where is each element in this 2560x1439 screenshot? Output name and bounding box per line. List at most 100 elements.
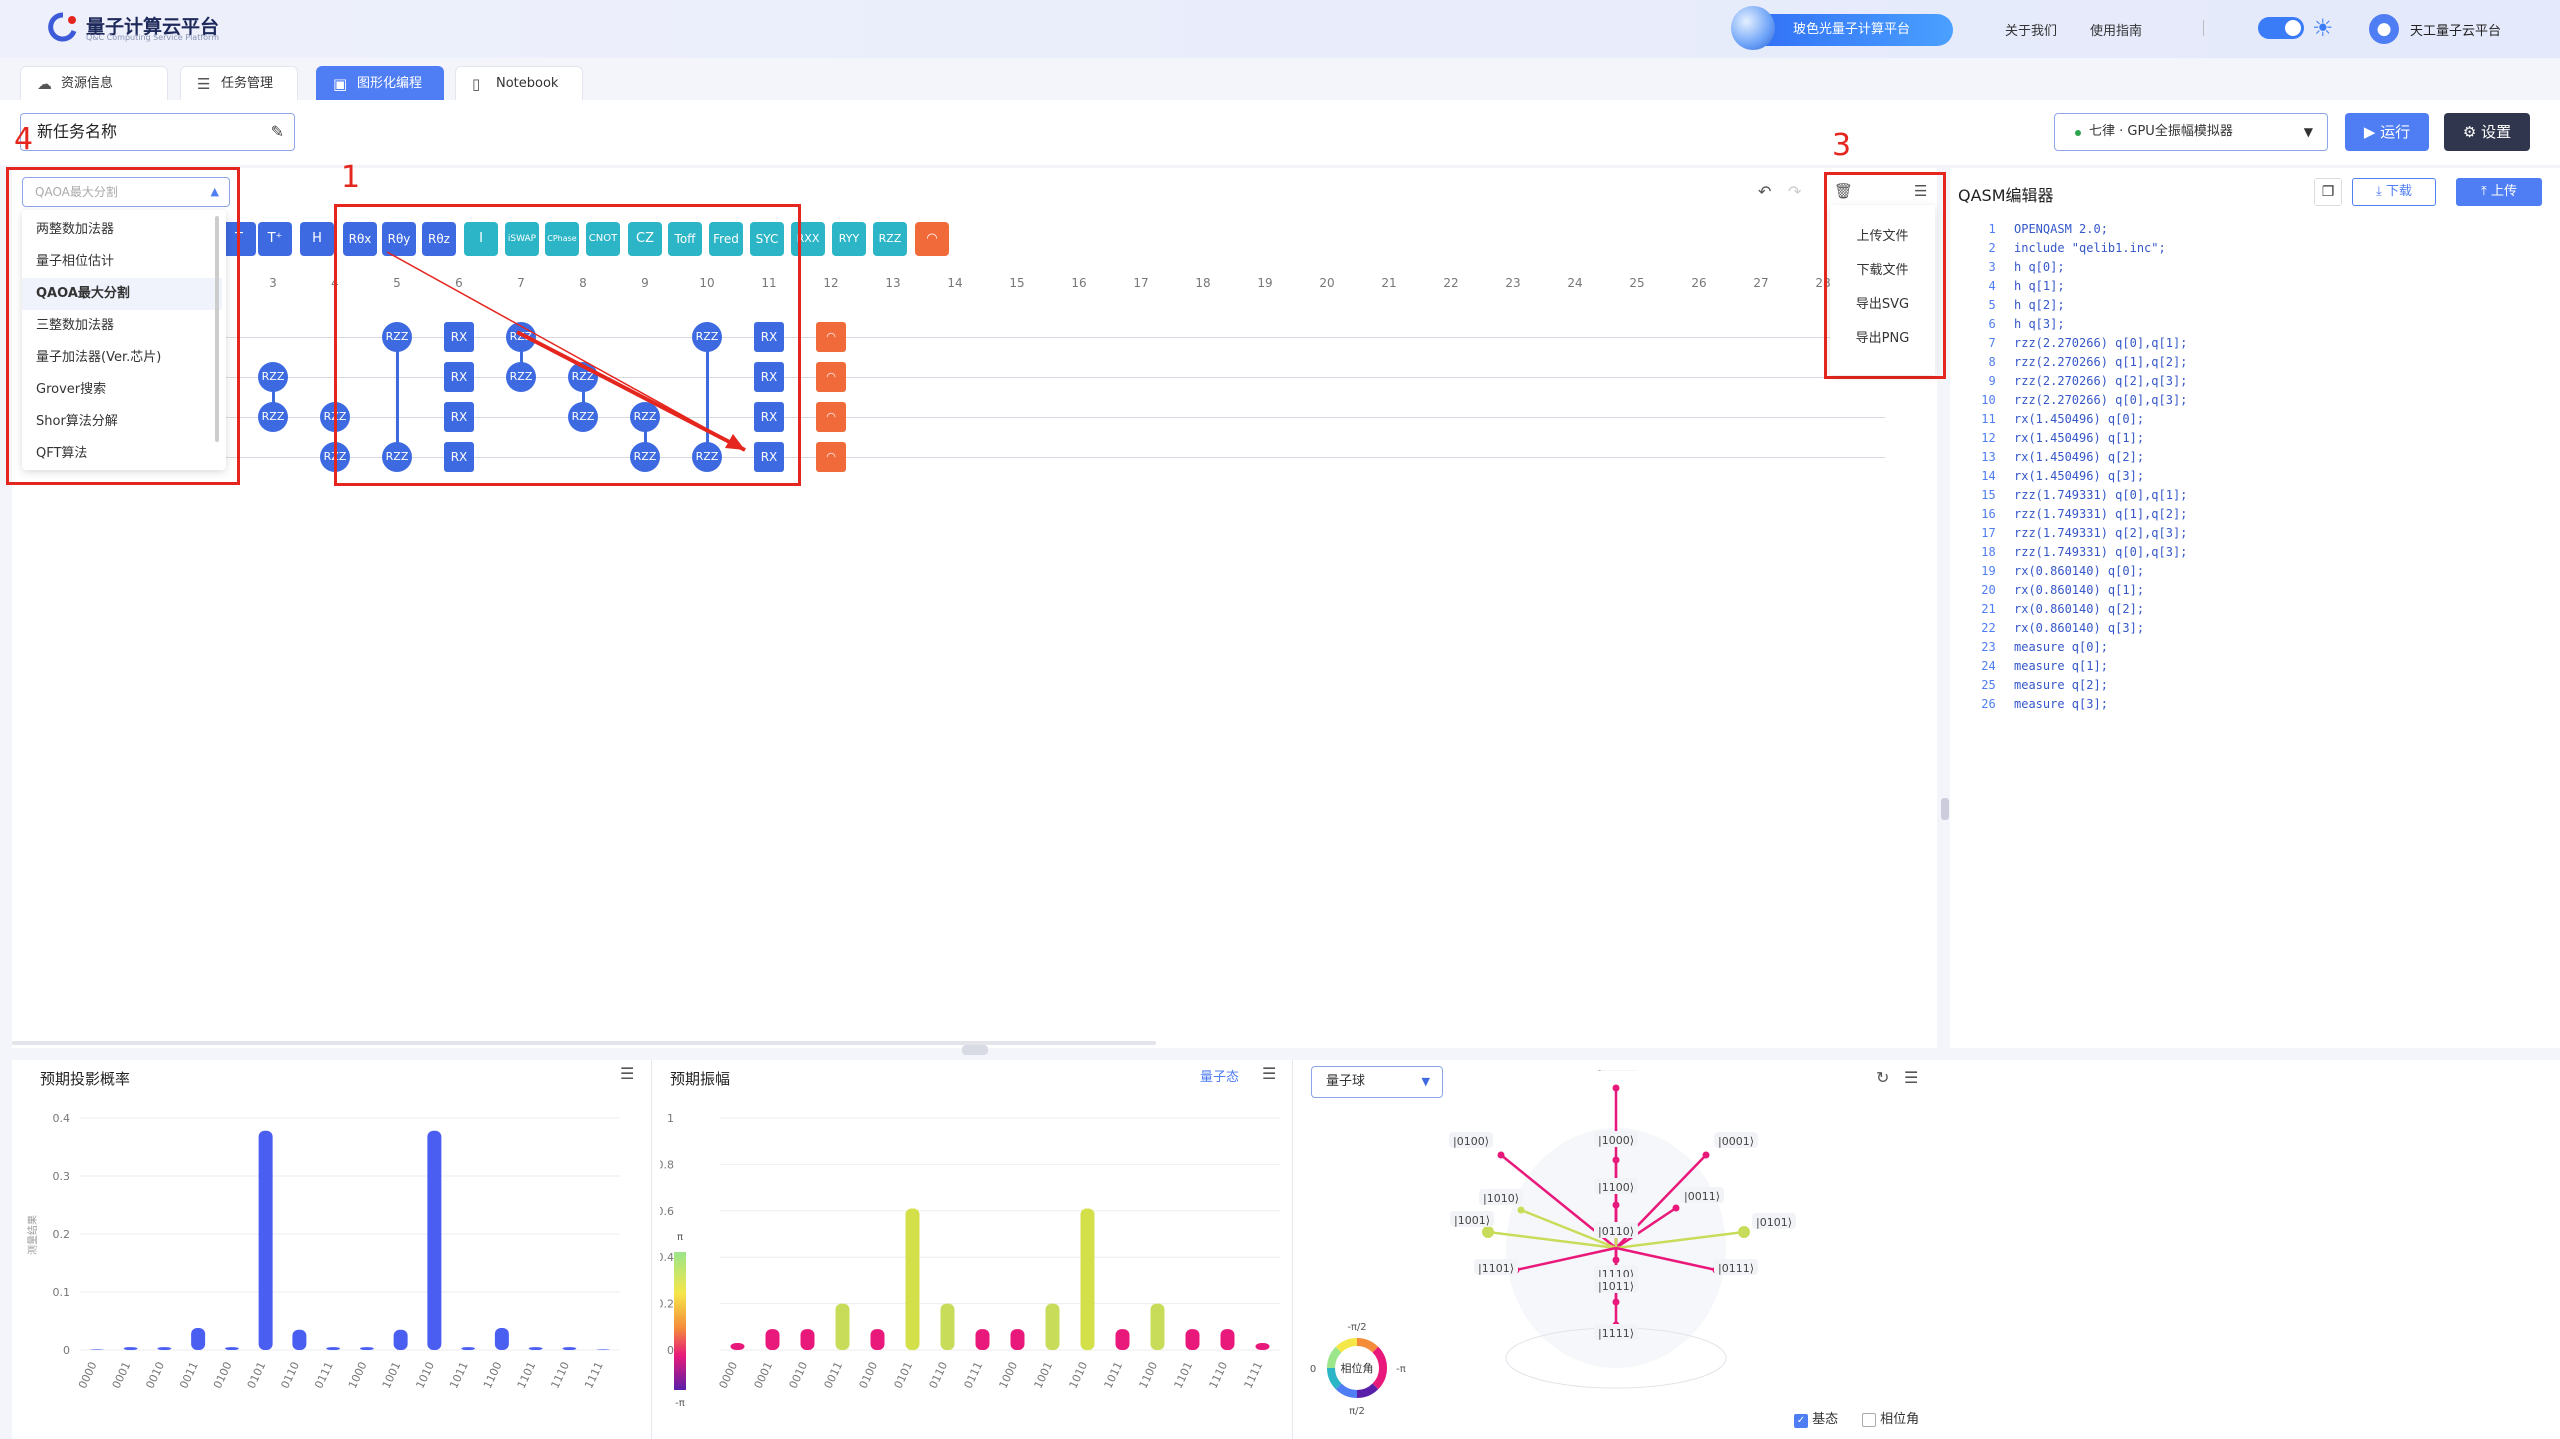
horizontal-scrollbar[interactable] bbox=[12, 1041, 1156, 1045]
delete-icon[interactable]: 🗑 bbox=[1834, 182, 1854, 200]
state-point[interactable] bbox=[1517, 1206, 1525, 1214]
splitter-handle[interactable] bbox=[1941, 798, 1949, 820]
tab-tasks[interactable]: ☰ 任务管理 bbox=[180, 66, 298, 100]
rx-gate[interactable]: RX bbox=[444, 442, 474, 472]
rzz-gate[interactable]: RZZ bbox=[568, 402, 598, 432]
list-icon[interactable]: ☰ bbox=[1904, 1068, 1919, 1087]
state-point[interactable] bbox=[1612, 1084, 1620, 1092]
bar[interactable] bbox=[494, 1327, 509, 1350]
scrollbar[interactable] bbox=[215, 216, 219, 442]
bar[interactable] bbox=[730, 1343, 745, 1350]
circuit-canvas[interactable] bbox=[12, 168, 1937, 1048]
bar[interactable] bbox=[870, 1329, 885, 1350]
state-point[interactable] bbox=[1612, 1201, 1620, 1209]
download-file-item[interactable]: 下载文件 bbox=[1856, 263, 1909, 278]
upload-button[interactable]: ⤒ 上传 bbox=[2456, 178, 2542, 206]
measure-icon[interactable]: ◠ bbox=[816, 362, 846, 392]
algorithm-item[interactable]: 两整数加法器 bbox=[36, 222, 115, 237]
bar[interactable] bbox=[940, 1303, 955, 1350]
gate-rx[interactable]: Rθx bbox=[343, 222, 377, 256]
bar[interactable] bbox=[975, 1329, 990, 1350]
run-button[interactable]: ▶ 运行 bbox=[2345, 113, 2429, 151]
platform-button[interactable]: 玻色光量子计算平台 bbox=[1731, 6, 1953, 50]
gate-tdg[interactable]: T⁺ bbox=[258, 222, 292, 256]
about-link[interactable]: 关于我们 bbox=[2005, 24, 2058, 39]
measure-icon[interactable]: ◠ bbox=[816, 402, 846, 432]
state-point[interactable] bbox=[1612, 1156, 1620, 1164]
tab-graphical[interactable]: ▣ 图形化编程 bbox=[316, 66, 444, 100]
bar[interactable] bbox=[292, 1329, 307, 1350]
tab-notebook[interactable]: ▯ Notebook bbox=[455, 66, 583, 100]
gate-fred[interactable]: Fred bbox=[709, 222, 743, 256]
bar[interactable] bbox=[528, 1347, 543, 1350]
list-icon[interactable]: ☰ bbox=[620, 1064, 635, 1083]
rzz-gate[interactable]: RZZ bbox=[382, 442, 412, 472]
copy-icon[interactable]: ❐ bbox=[2314, 178, 2342, 206]
gate-cz[interactable]: CZ bbox=[628, 222, 662, 256]
rzz-gate[interactable]: RZZ bbox=[382, 322, 412, 352]
bar[interactable] bbox=[461, 1347, 476, 1350]
tab-resource[interactable]: ☁ 资源信息 bbox=[20, 66, 168, 100]
rzz-gate[interactable]: RZZ bbox=[258, 362, 288, 392]
gate-h[interactable]: H bbox=[300, 222, 334, 256]
bar[interactable] bbox=[224, 1347, 239, 1350]
user-name[interactable]: 天工量子云平台 bbox=[2410, 24, 2502, 39]
quantum-state-toggle[interactable]: 量子态 bbox=[1200, 1070, 1240, 1085]
backend-select[interactable]: 七律 · GPU全振幅模拟器 ▼ bbox=[2054, 113, 2328, 151]
export-png-item[interactable]: 导出PNG bbox=[1855, 331, 1910, 346]
rzz-gate[interactable]: RZZ bbox=[506, 322, 536, 352]
gate-rz[interactable]: Rθz bbox=[422, 222, 456, 256]
bar[interactable] bbox=[562, 1347, 577, 1350]
bar[interactable] bbox=[835, 1303, 850, 1350]
bar[interactable] bbox=[1115, 1329, 1130, 1350]
bar[interactable] bbox=[427, 1130, 442, 1350]
gate-cnot[interactable]: CNOT bbox=[586, 222, 620, 256]
upload-file-item[interactable]: 上传文件 bbox=[1856, 229, 1909, 244]
gate-i[interactable]: I bbox=[464, 222, 498, 256]
rzz-gate[interactable]: RZZ bbox=[630, 442, 660, 472]
rzz-gate[interactable]: RZZ bbox=[258, 402, 288, 432]
state-point[interactable] bbox=[1612, 1256, 1620, 1264]
bar[interactable] bbox=[1080, 1208, 1095, 1350]
bar[interactable] bbox=[123, 1347, 138, 1350]
gate-rzz[interactable]: RZZ bbox=[873, 222, 907, 256]
sun-icon[interactable]: ☀ bbox=[2312, 14, 2334, 42]
bar[interactable] bbox=[596, 1349, 611, 1350]
bar[interactable] bbox=[1185, 1329, 1200, 1350]
redo-icon[interactable]: ↷ bbox=[1788, 182, 1802, 201]
horizontal-splitter[interactable] bbox=[962, 1045, 988, 1055]
list-icon[interactable]: ☰ bbox=[1262, 1064, 1277, 1083]
algorithm-item[interactable]: 量子加法器(Ver.芯片) bbox=[36, 350, 162, 365]
list-menu-icon[interactable]: ☰ bbox=[1914, 182, 1928, 200]
bar[interactable] bbox=[1010, 1329, 1025, 1350]
bar[interactable] bbox=[258, 1130, 273, 1350]
sphere-select[interactable]: 量子球 ▼ bbox=[1311, 1066, 1443, 1098]
state-point[interactable] bbox=[1497, 1151, 1505, 1159]
bar[interactable] bbox=[89, 1349, 104, 1350]
measure-icon[interactable]: ◠ bbox=[816, 322, 846, 352]
download-button[interactable]: ⤓ 下载 bbox=[2352, 178, 2436, 206]
algorithm-select[interactable]: QAOA最大分割 ▲ bbox=[22, 177, 230, 207]
gate-ry[interactable]: Rθy bbox=[382, 222, 416, 256]
bar[interactable] bbox=[1220, 1329, 1235, 1350]
edit-icon[interactable]: ✎ bbox=[270, 122, 284, 141]
bar[interactable] bbox=[765, 1329, 780, 1350]
state-point[interactable] bbox=[1672, 1204, 1680, 1212]
measure-icon[interactable]: ◠ bbox=[816, 442, 846, 472]
rzz-gate[interactable]: RZZ bbox=[506, 362, 536, 392]
refresh-icon[interactable]: ↻ bbox=[1876, 1068, 1890, 1087]
theme-toggle[interactable] bbox=[2258, 17, 2304, 39]
undo-icon[interactable]: ↶ bbox=[1758, 182, 1772, 201]
rx-gate[interactable]: RX bbox=[754, 402, 784, 432]
basis-checkbox[interactable]: ✓ 基态 bbox=[1794, 1408, 1838, 1428]
bar[interactable] bbox=[157, 1347, 172, 1350]
gate-syc[interactable]: SYC bbox=[750, 222, 784, 256]
gate-ryy[interactable]: RYY bbox=[832, 222, 866, 256]
settings-button[interactable]: ⚙ 设置 bbox=[2444, 113, 2530, 151]
rx-gate[interactable]: RX bbox=[444, 322, 474, 352]
state-point[interactable] bbox=[1702, 1151, 1710, 1159]
rx-gate[interactable]: RX bbox=[754, 442, 784, 472]
bar[interactable] bbox=[1150, 1303, 1165, 1350]
rzz-gate[interactable]: RZZ bbox=[692, 442, 722, 472]
algorithm-item[interactable]: Shor算法分解 bbox=[36, 414, 118, 429]
